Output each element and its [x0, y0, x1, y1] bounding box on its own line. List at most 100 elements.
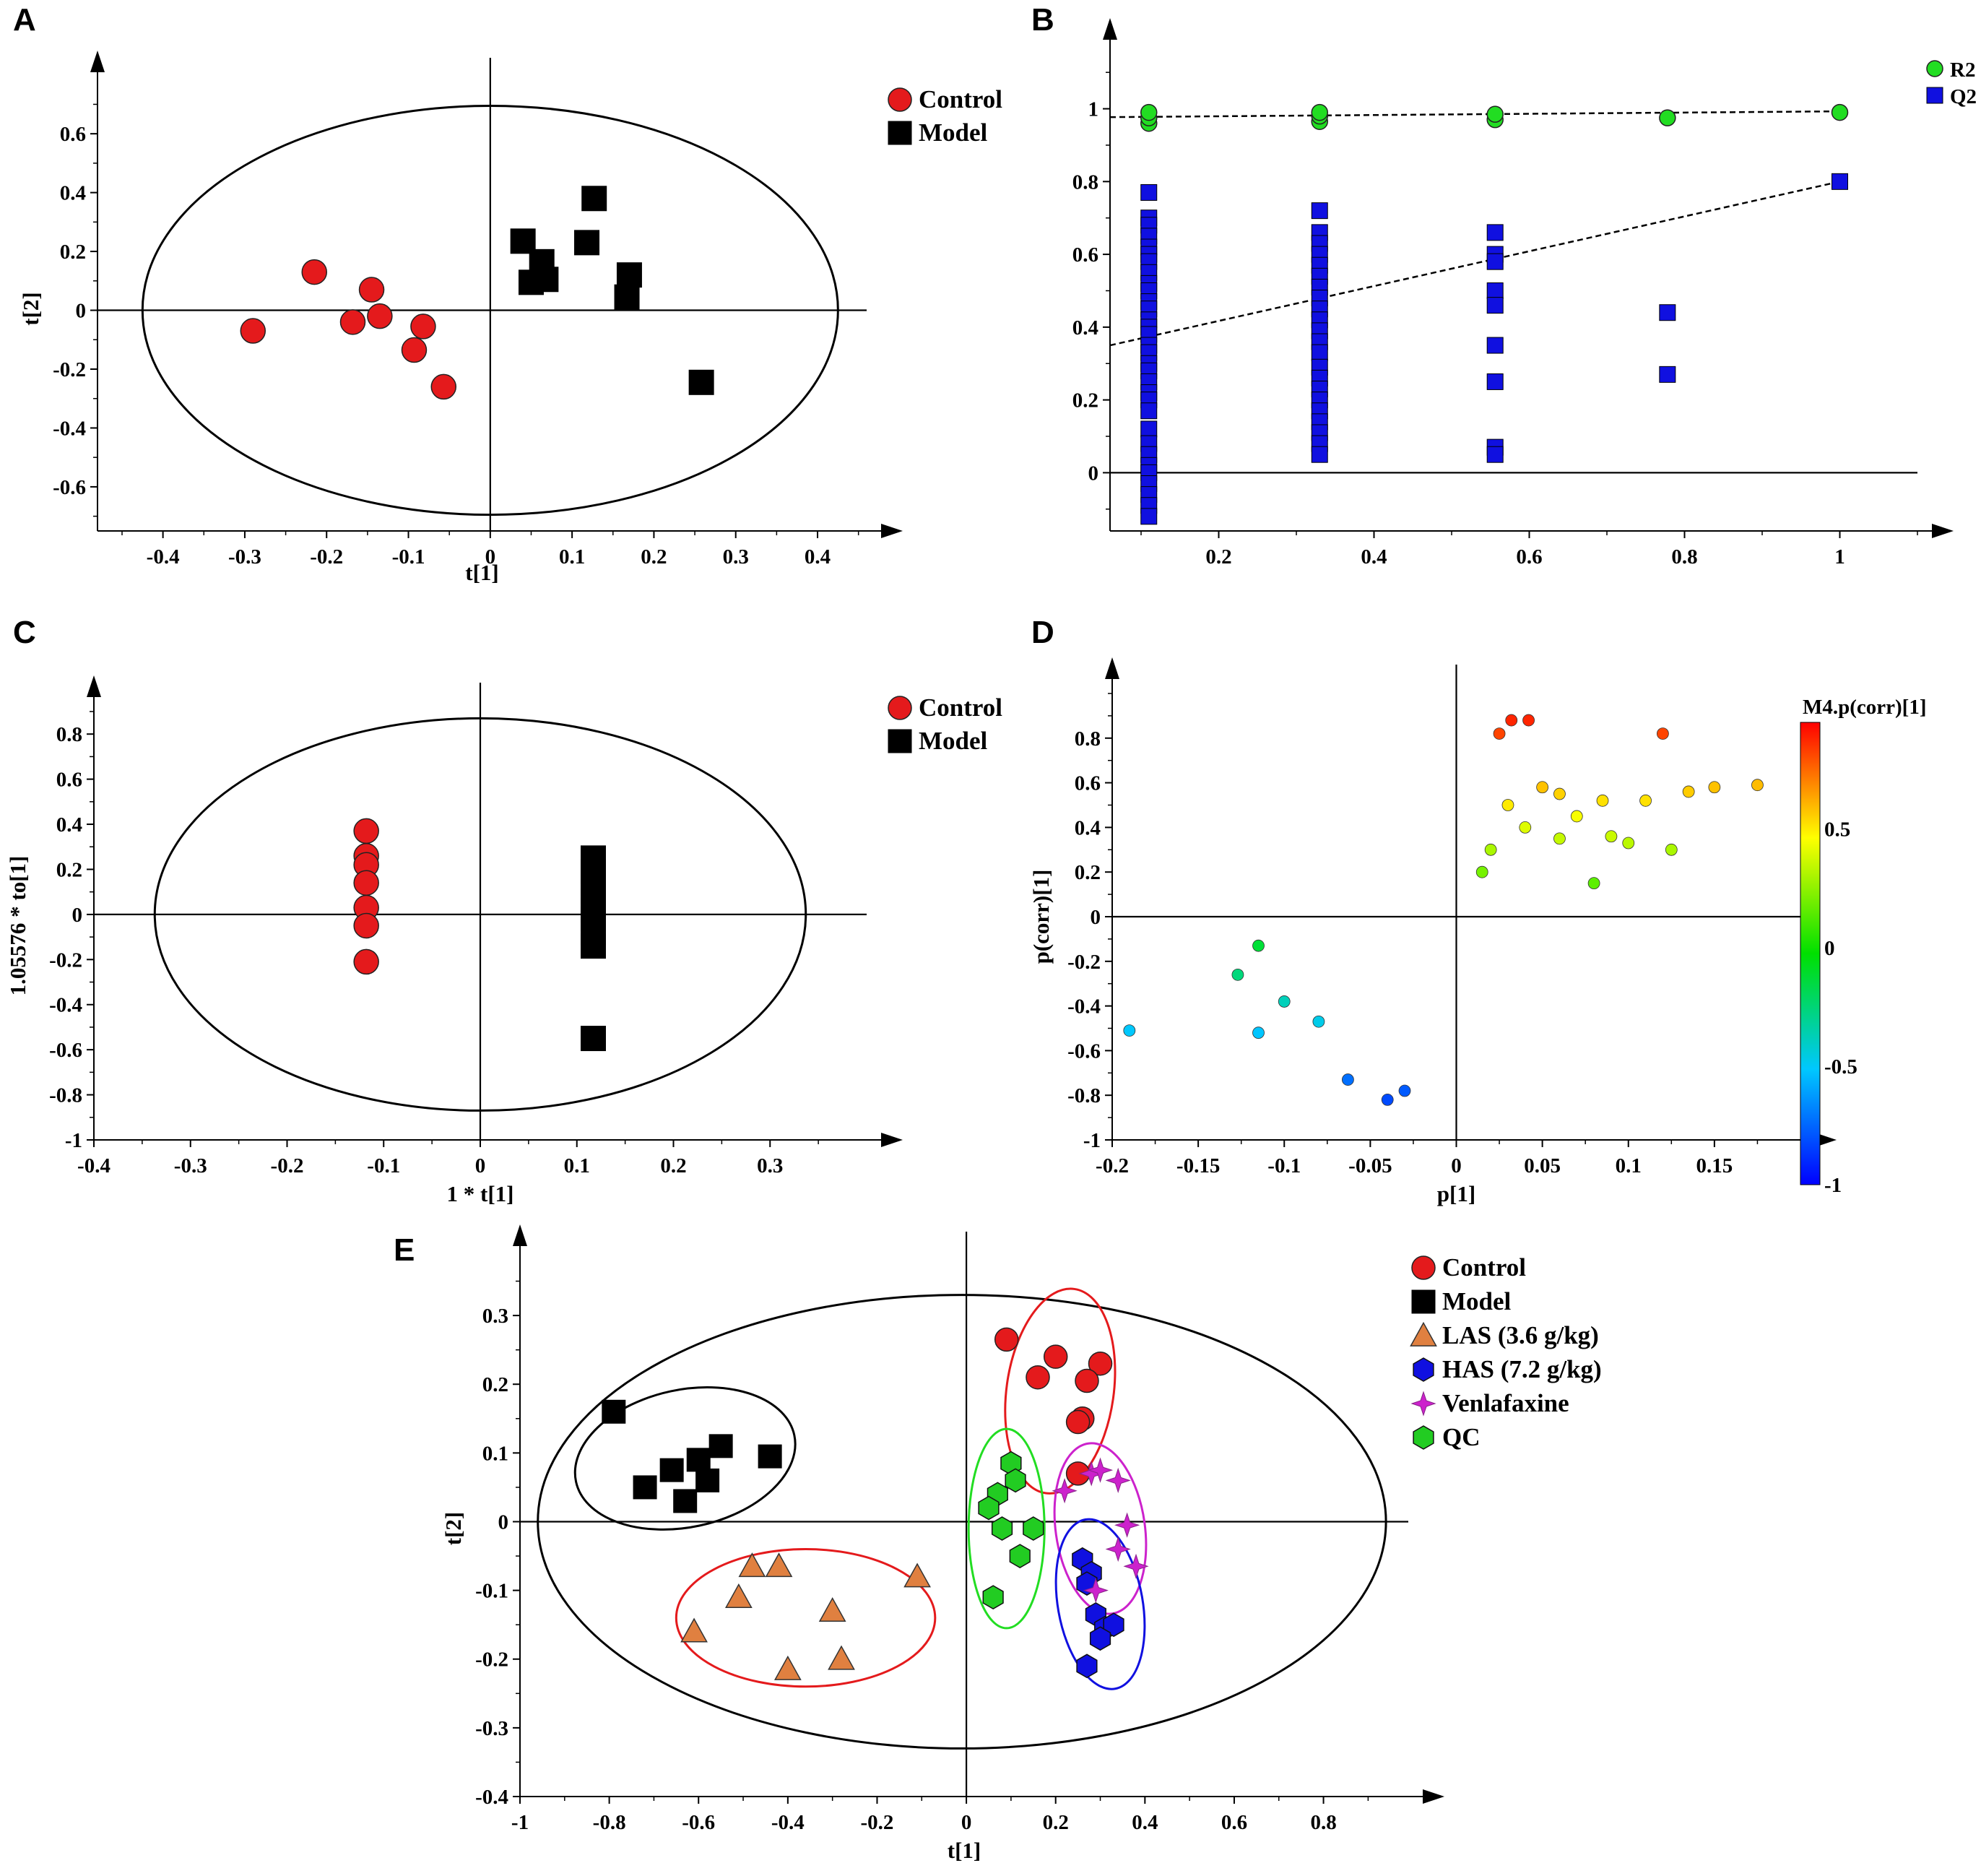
y-tick-label: 0.6	[56, 769, 82, 792]
data-point	[818, 1597, 846, 1622]
q2-point	[1140, 420, 1158, 438]
x-tick-label: -0.2	[1096, 1154, 1129, 1177]
variable-point	[1622, 837, 1635, 850]
x-tick-label: -0.1	[367, 1154, 400, 1177]
series-model	[580, 845, 606, 1052]
y-tick-label: 0.6	[1072, 243, 1098, 267]
x-tick-label: -1	[511, 1811, 529, 1834]
y-tick-label: 0.4	[60, 182, 86, 205]
data-point	[602, 1399, 626, 1424]
legend-marker-venlafaxine	[1410, 1391, 1436, 1417]
trend-line-r2	[1109, 110, 1840, 118]
variable-point	[1398, 1084, 1411, 1097]
legend-marker-control	[888, 87, 912, 112]
panel-e: E -0.4 -0.3 -0.2 -0.1 0 0.1 0.2 0.3 -1 -0.8 -0.6 -0.…	[394, 1224, 1602, 1863]
data-point	[1486, 105, 1504, 123]
group-ellipse-model	[573, 1386, 797, 1531]
variable-point	[1587, 877, 1600, 890]
x-tick-label: -0.2	[861, 1811, 894, 1834]
variable-point	[1553, 787, 1566, 800]
data-point	[1076, 1654, 1098, 1679]
variable-point	[1536, 781, 1549, 794]
data-point	[533, 267, 559, 293]
data-point	[1088, 1351, 1113, 1376]
data-point	[903, 1562, 931, 1588]
group-ellipse-qc	[967, 1427, 1046, 1630]
legend-label: Model	[919, 118, 988, 147]
y-tick-label: 0.4	[56, 813, 82, 837]
y-tick-label: -0.1	[475, 1580, 508, 1603]
data-point	[580, 1026, 606, 1052]
colorbar-tick-label: 0	[1824, 937, 1835, 960]
hotelling-ellipse	[141, 104, 839, 516]
y-tick-label: -0.4	[475, 1786, 508, 1809]
data-point	[686, 1448, 711, 1472]
legend-marker-r2	[1926, 60, 1943, 77]
panel-label: A	[13, 2, 36, 38]
data-point	[1075, 1368, 1099, 1393]
data-point	[994, 1327, 1019, 1352]
x-tick-label: 1	[1834, 545, 1845, 569]
y-axis-arrow	[1103, 18, 1117, 40]
panel-label: C	[13, 615, 36, 650]
data-point	[738, 1552, 766, 1578]
legend-label: HAS (7.2 g/kg)	[1442, 1355, 1602, 1383]
data-point	[724, 1583, 753, 1608]
data-point	[401, 337, 428, 363]
x-tick-label: 0	[475, 1154, 486, 1177]
x-tick-label: 0.3	[723, 545, 749, 569]
variable-point	[1381, 1093, 1394, 1106]
series-model	[510, 186, 714, 395]
q2-point	[1486, 253, 1504, 270]
x-tick-label: 0.2	[641, 545, 667, 569]
y-tick-label: -1	[65, 1129, 82, 1152]
q2-point	[1140, 402, 1158, 420]
variable-point	[1639, 794, 1652, 807]
y-tick-label: -0.8	[1067, 1084, 1101, 1107]
legend-marker-control	[1411, 1255, 1436, 1280]
variable-point	[1596, 794, 1609, 807]
y-tick-label: 0.2	[1072, 389, 1098, 412]
panel-label: D	[1031, 615, 1054, 650]
y-tick-label: -0.6	[1067, 1039, 1101, 1063]
panel-d: D -1 -0.8 -0.6 -0.4 -0.2 0 0.2 0.4 0.6 0.8 -0.2 -0.1…	[1028, 615, 1927, 1206]
legend-marker-control	[888, 696, 912, 720]
x-tick-label: 0.4	[1132, 1811, 1158, 1834]
data-point	[410, 314, 436, 340]
y-tick-label: 1	[1088, 98, 1099, 121]
y-tick-label: -0.4	[53, 417, 86, 440]
y-tick-label: 0	[76, 300, 87, 323]
legend: Control Model LAS (3.6 g/kg) HAS (7.2 g/kg)…	[1410, 1253, 1602, 1451]
legend-label: Control	[919, 85, 1002, 113]
y-axis-arrow	[87, 675, 101, 697]
data-point	[773, 1655, 802, 1680]
series-control	[994, 1327, 1113, 1486]
x-tick-label: 0.2	[660, 1154, 686, 1177]
variable-point	[1342, 1073, 1354, 1086]
y-axis-label: p(corr)[1]	[1028, 870, 1054, 964]
data-point	[353, 818, 379, 844]
data-point	[1087, 1457, 1114, 1483]
series-r2	[1140, 103, 1849, 132]
y-tick-label: 0.6	[1075, 772, 1101, 795]
data-point	[580, 933, 606, 959]
data-point	[828, 1645, 855, 1670]
y-tick-label: 0	[1091, 906, 1101, 929]
variable-point	[1252, 1026, 1265, 1039]
legend-label: Model	[919, 727, 988, 755]
data-point	[695, 1468, 720, 1492]
y-tick-label: -0.4	[1067, 995, 1101, 1019]
y-tick-label: 0	[72, 904, 83, 927]
q2-point	[1140, 508, 1158, 525]
colorbar-tick-label: 0.5	[1824, 818, 1850, 842]
x-tick-label: -0.1	[1267, 1154, 1301, 1177]
x-tick-label: -0.3	[174, 1154, 207, 1177]
data-point	[1831, 103, 1849, 121]
x-tick-label: -0.4	[77, 1154, 110, 1177]
series-las-3-6-g-kg-	[680, 1552, 931, 1680]
y-tick-label: -0.2	[49, 948, 82, 972]
y-tick-label: 0.2	[56, 858, 82, 881]
variable-point	[1501, 799, 1514, 811]
data-point	[1083, 1577, 1109, 1604]
